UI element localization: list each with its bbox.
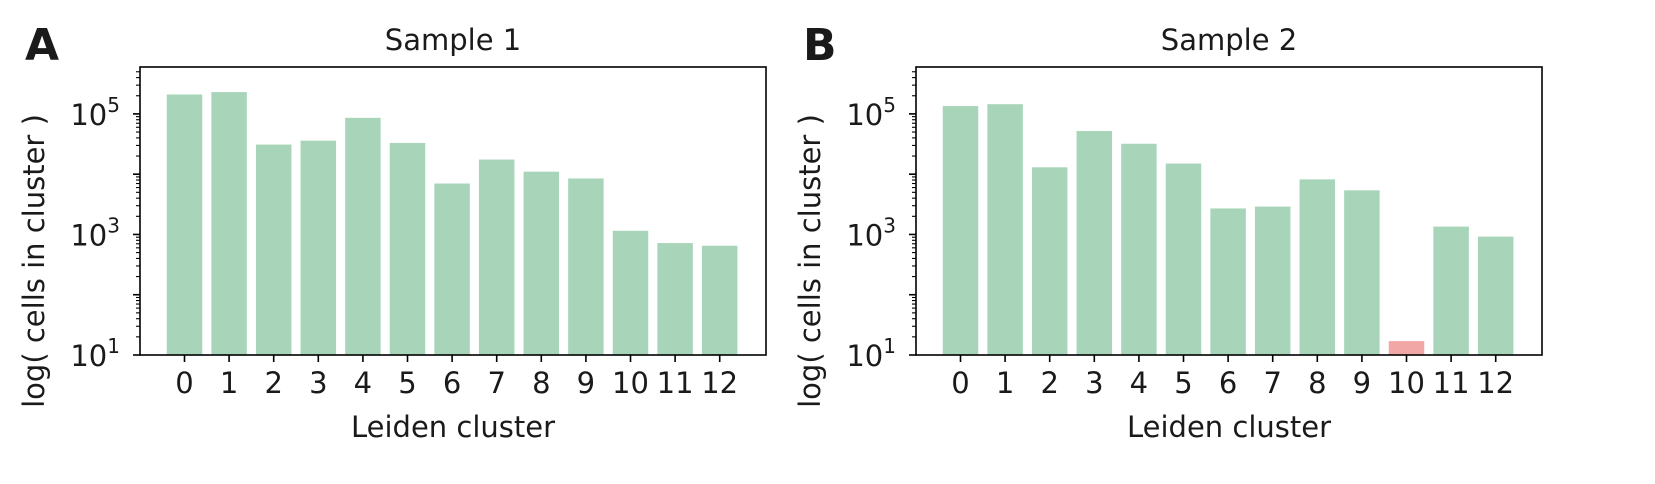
bar-cluster-3 [300, 140, 337, 355]
x-tick-label: 8 [532, 366, 550, 400]
y-tick-label: 105 [70, 93, 120, 132]
bar-cluster-1 [211, 92, 247, 355]
bar-cluster-1 [987, 104, 1023, 356]
x-axis-label: Leiden cluster [1127, 410, 1331, 444]
x-tick-label: 7 [487, 366, 505, 400]
bar-cluster-9 [1344, 190, 1380, 355]
x-tick-label: 4 [354, 366, 372, 400]
x-tick-label: 1 [996, 366, 1014, 400]
bar-cluster-4 [345, 117, 381, 355]
y-tick-label: 101 [846, 334, 896, 373]
bar-cluster-5 [1165, 163, 1202, 355]
x-axis-label: Leiden cluster [351, 410, 555, 444]
plot-frame [915, 66, 1543, 356]
bars [166, 92, 738, 355]
bar-cluster-4 [1121, 143, 1157, 355]
bar-cluster-6 [1210, 208, 1246, 355]
y-tick-label: 103 [70, 213, 120, 252]
bar-cluster-6 [434, 183, 470, 355]
x-tick-label: 2 [1040, 366, 1058, 400]
panel-label: B [803, 20, 837, 71]
bar-cluster-2 [1031, 167, 1068, 355]
bar-cluster-11 [1433, 226, 1469, 355]
x-tick-label: 7 [1263, 366, 1281, 400]
y-axis-label: log( cells in cluster ) [17, 114, 51, 408]
bar-cluster-8 [1299, 179, 1336, 355]
bars [942, 104, 1514, 356]
y-tick-label: 103 [846, 213, 896, 252]
x-tick-label: 6 [443, 366, 461, 400]
x-tick-label: 10 [1388, 366, 1425, 400]
bar-cluster-7 [478, 159, 515, 355]
y-tick-label: 105 [846, 93, 896, 132]
x-tick-label: 12 [1477, 366, 1514, 400]
chart-title: Sample 1 [385, 23, 521, 57]
x-tick-label: 0 [175, 366, 193, 400]
bar-cluster-12 [701, 245, 738, 355]
x-tick-label: 0 [951, 366, 969, 400]
bar-cluster-10 [612, 230, 649, 355]
x-tick-label: 11 [657, 366, 694, 400]
bar-cluster-5 [389, 142, 426, 355]
x-tick-label: 10 [612, 366, 649, 400]
plot-frame [139, 66, 767, 356]
x-tick-label: 3 [1085, 366, 1103, 400]
x-tick-label: 2 [264, 366, 282, 400]
x-tick-label: 4 [1130, 366, 1148, 400]
bar-cluster-11 [657, 243, 693, 355]
bar-cluster-0 [942, 106, 979, 355]
x-tick-label: 12 [701, 366, 738, 400]
bar-cluster-7 [1254, 206, 1291, 355]
bar-cluster-12 [1477, 236, 1514, 355]
x-tick-label: 11 [1433, 366, 1470, 400]
panel-a: A Sample 10 1 2 3 4 5 6 7 8 9 10 11 12101103105Leiden… [17, 20, 767, 444]
x-tick-label: 5 [398, 366, 416, 400]
x-tick-label: 3 [309, 366, 327, 400]
panel-label: A [25, 20, 59, 71]
x-tick-label: 9 [1353, 366, 1371, 400]
bar-cluster-8 [523, 171, 560, 355]
panel-b: B Sample 20 1 2 3 4 5 6 7 8 9 10 11 12101103105Leiden… [793, 20, 1543, 444]
x-tick-label: 1 [220, 366, 238, 400]
x-tick-label: 5 [1174, 366, 1192, 400]
bar-cluster-0 [166, 94, 203, 355]
bar-cluster-3 [1076, 131, 1113, 355]
bar-cluster-10 [1388, 341, 1425, 355]
x-tick-label: 9 [577, 366, 595, 400]
bar-cluster-2 [255, 144, 292, 355]
x-tick-label: 8 [1308, 366, 1326, 400]
y-axis-label: log( cells in cluster ) [793, 114, 827, 408]
y-tick-label: 101 [70, 334, 120, 373]
chart-title: Sample 2 [1161, 23, 1297, 57]
bar-cluster-9 [568, 178, 604, 355]
x-tick-label: 6 [1219, 366, 1237, 400]
